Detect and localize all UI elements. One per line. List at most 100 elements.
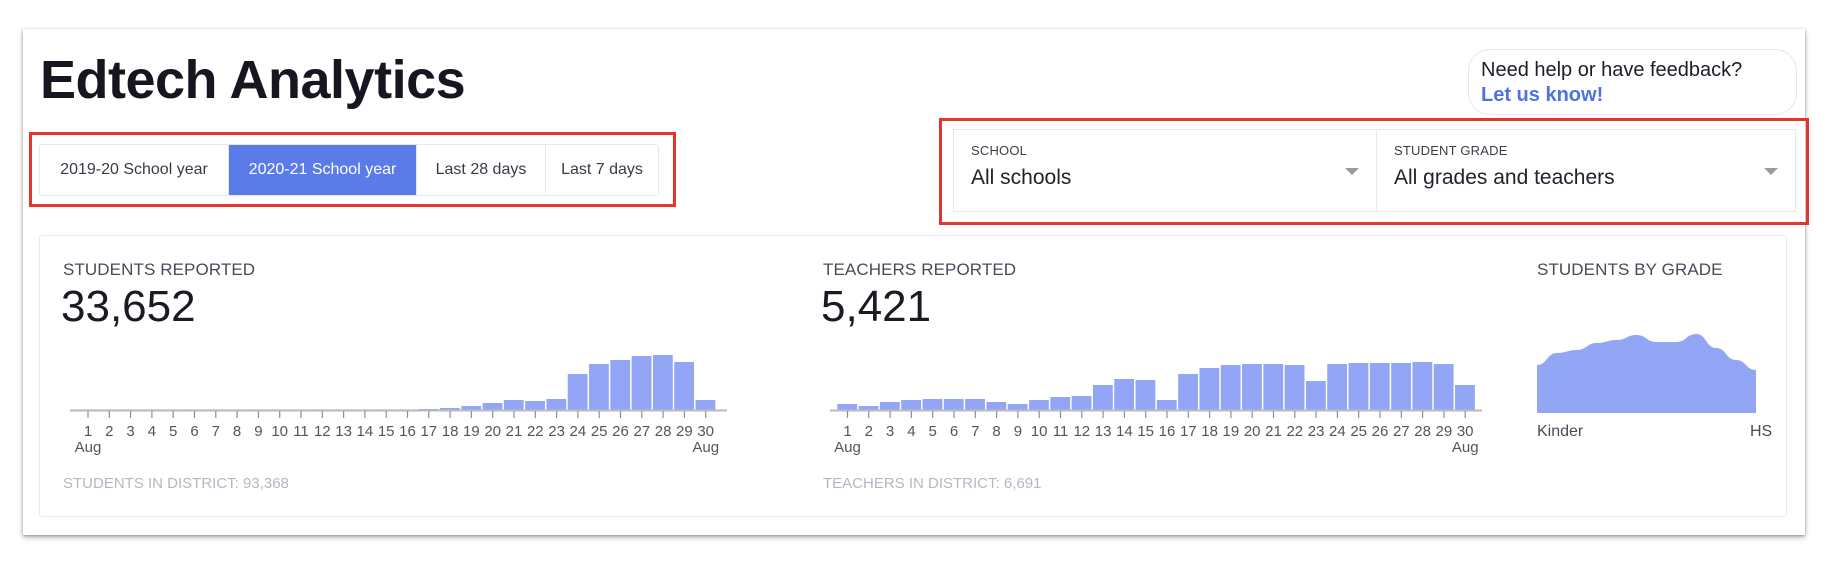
school-dropdown-value: All schools — [971, 166, 1072, 189]
svg-text:23: 23 — [548, 423, 565, 440]
svg-text:Aug: Aug — [692, 439, 719, 456]
chart-bar — [1007, 404, 1028, 410]
svg-text:13: 13 — [335, 423, 352, 440]
students-reported-value: 33,652 — [61, 282, 196, 331]
chart-bar — [610, 360, 631, 410]
filters-highlight — [939, 118, 1809, 225]
svg-text:10: 10 — [271, 423, 288, 440]
chart-bar — [652, 355, 673, 410]
svg-text:18: 18 — [442, 423, 459, 440]
chart-bar — [1050, 397, 1071, 410]
svg-text:24: 24 — [570, 423, 587, 440]
chart-bar — [1156, 400, 1177, 410]
date-range-option-last-7-days[interactable]: Last 7 days — [561, 161, 643, 178]
caret-down-icon — [1345, 168, 1359, 175]
svg-text:30: 30 — [697, 423, 714, 440]
chart-bar — [567, 374, 588, 410]
svg-text:Aug: Aug — [834, 439, 861, 456]
svg-text:16: 16 — [399, 423, 416, 440]
svg-text:5: 5 — [929, 423, 937, 440]
svg-text:19: 19 — [1223, 423, 1240, 440]
student-grade-dropdown[interactable]: STUDENT GRADE All grades and teachers — [1376, 130, 1795, 211]
teachers-in-district: TEACHERS IN DISTRICT: 6,691 — [823, 475, 1042, 492]
svg-text:8: 8 — [233, 423, 241, 440]
svg-text:21: 21 — [1265, 423, 1282, 440]
svg-text:10: 10 — [1031, 423, 1048, 440]
svg-text:6: 6 — [190, 423, 198, 440]
chart-bar — [1178, 374, 1198, 410]
svg-text:16: 16 — [1159, 423, 1176, 440]
school-dropdown-label: SCHOOL — [971, 143, 1028, 158]
svg-text:3: 3 — [886, 423, 894, 440]
stats-card — [39, 235, 1787, 517]
date-range-option-2020-21[interactable]: 2020-21 School year — [229, 145, 417, 195]
chart-bar — [1263, 364, 1284, 410]
grade-axis-end-label: HS — [1750, 423, 1773, 440]
school-dropdown[interactable]: SCHOOL All schools — [954, 130, 1376, 211]
students-by-grade-label: STUDENTS BY GRADE — [1537, 260, 1723, 279]
chart-bar — [837, 404, 858, 410]
svg-text:12: 12 — [314, 423, 331, 440]
svg-text:21: 21 — [506, 423, 523, 440]
svg-text:Aug: Aug — [1452, 439, 1479, 456]
svg-text:3: 3 — [126, 423, 134, 440]
svg-text:12: 12 — [1073, 423, 1090, 440]
svg-text:23: 23 — [1308, 423, 1325, 440]
chart-bar — [879, 402, 900, 410]
svg-text:22: 22 — [527, 423, 544, 440]
grade-axis-start-label: Kinder — [1537, 423, 1584, 440]
chart-bar — [1433, 364, 1454, 410]
grade-distribution-area — [1537, 334, 1756, 413]
chart-bar — [631, 356, 652, 410]
teachers-reported-label: TEACHERS REPORTED — [823, 260, 1017, 279]
feedback-link[interactable]: Let us know! — [1481, 84, 1604, 106]
chart-bar — [1092, 385, 1113, 410]
student-grade-dropdown-value: All grades and teachers — [1394, 166, 1615, 189]
chart-bar — [439, 408, 460, 410]
svg-text:8: 8 — [992, 423, 1000, 440]
svg-text:14: 14 — [1116, 423, 1133, 440]
help-text: Need help or have feedback? — [1481, 59, 1743, 81]
chart-bar — [1071, 396, 1092, 410]
chart-bar — [461, 406, 482, 410]
svg-text:2: 2 — [865, 423, 873, 440]
chart-bar — [858, 406, 879, 410]
chart-bar — [1391, 363, 1411, 410]
svg-text:27: 27 — [1393, 423, 1410, 440]
date-range-selector: 2019-20 School year 2020-21 School year … — [39, 144, 659, 196]
svg-text:26: 26 — [612, 423, 629, 440]
svg-text:18: 18 — [1201, 423, 1218, 440]
chart-bar — [525, 401, 545, 410]
chart-bar — [986, 402, 1007, 410]
svg-text:17: 17 — [420, 423, 437, 440]
teachers-reported-value: 5,421 — [821, 282, 932, 331]
chart-bar — [1305, 381, 1326, 410]
svg-text:Aug: Aug — [75, 439, 102, 456]
chart-bar — [1220, 365, 1241, 410]
students-in-district: STUDENTS IN DISTRICT: 93,368 — [63, 475, 289, 492]
date-range-option-last-28-days[interactable]: Last 28 days — [417, 145, 546, 195]
svg-text:15: 15 — [1137, 423, 1154, 440]
svg-text:1: 1 — [843, 423, 851, 440]
svg-text:6: 6 — [950, 423, 958, 440]
svg-text:29: 29 — [676, 423, 693, 440]
page-title: Edtech Analytics — [40, 50, 466, 110]
chart-bar — [1114, 379, 1135, 410]
svg-text:27: 27 — [633, 423, 650, 440]
chart-bar — [1135, 380, 1156, 410]
svg-text:11: 11 — [1053, 423, 1069, 440]
chart-bar — [1199, 368, 1220, 410]
svg-text:20: 20 — [1244, 423, 1261, 440]
chart-bar — [1412, 362, 1433, 410]
chart-bar — [674, 362, 695, 410]
svg-text:14: 14 — [357, 423, 374, 440]
svg-text:9: 9 — [254, 423, 262, 440]
filters-bar: SCHOOL All schools STUDENT GRADE All gra… — [953, 129, 1796, 212]
chart-bar — [922, 399, 943, 410]
svg-text:30: 30 — [1457, 423, 1474, 440]
caret-down-icon — [1764, 168, 1778, 175]
svg-text:1: 1 — [84, 423, 92, 440]
date-range-option-2019-20[interactable]: 2019-20 School year — [40, 145, 229, 195]
